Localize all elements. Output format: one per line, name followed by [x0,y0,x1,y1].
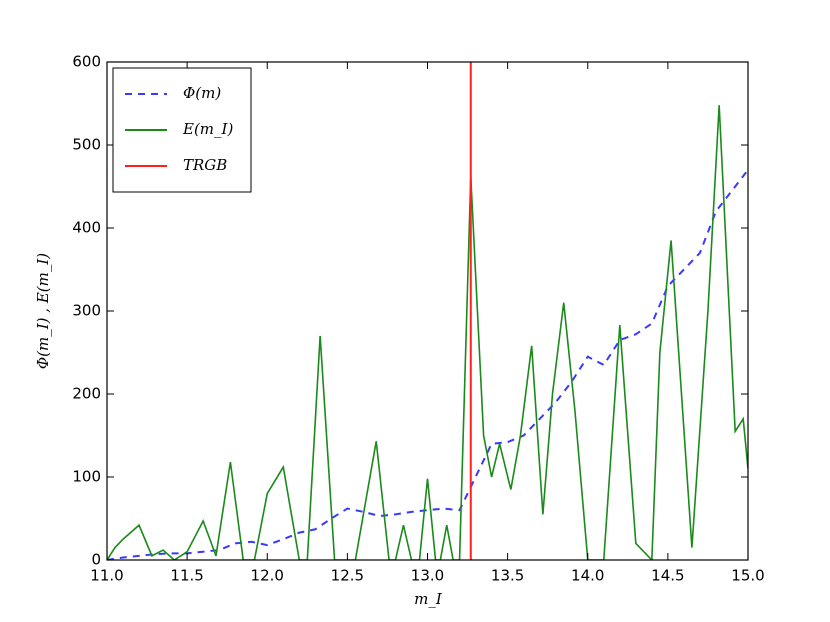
y-axis-label: Φ(m_I) , E(m_I) [34,253,52,369]
x-axis-label: m_I [414,590,443,608]
legend-label: E(m_I) [182,120,233,138]
x-tick-label: 12.0 [251,567,284,585]
x-tick-label: 15.0 [731,567,764,585]
x-tick-label: 11.5 [170,567,203,585]
y-tick-label: 500 [72,136,101,154]
y-tick-label: 600 [72,53,101,71]
x-tick-label: 11.0 [90,567,123,585]
y-tick-label: 0 [91,551,101,569]
y-tick-label: 200 [72,385,101,403]
x-tick-label: 14.5 [651,567,684,585]
x-tick-label: 14.0 [571,567,604,585]
x-tick-label: 13.5 [491,567,524,585]
legend-label: TRGB [183,156,227,174]
x-tick-label: 13.0 [411,567,444,585]
y-tick-label: 400 [72,219,101,237]
y-tick-label: 100 [72,468,101,486]
legend-label: Φ(m) [183,84,221,102]
y-tick-label: 300 [72,302,101,320]
x-tick-label: 12.5 [331,567,364,585]
series-line [107,105,748,560]
